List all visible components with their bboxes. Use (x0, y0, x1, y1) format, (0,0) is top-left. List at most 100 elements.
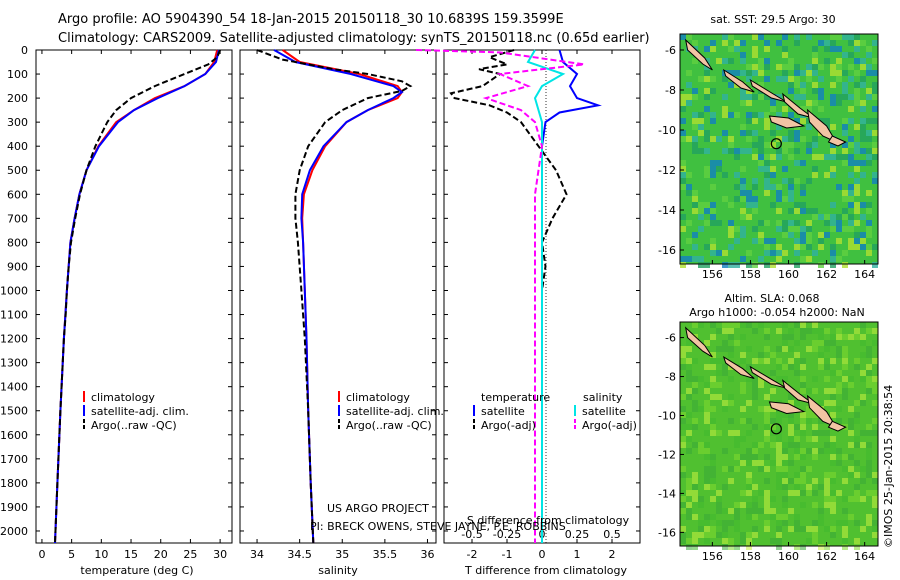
lon-tick-label: 156 (702, 550, 723, 563)
map-cell (794, 424, 800, 430)
map-cell (860, 136, 866, 142)
map-cell (860, 118, 866, 124)
map-cell (794, 118, 800, 124)
map-cell (860, 124, 866, 130)
map-cell (704, 478, 710, 484)
map-cell (740, 382, 746, 388)
map-cell (680, 526, 686, 532)
map-cell (866, 130, 872, 136)
map-cell (854, 100, 860, 106)
lat-tick-label: -6 (665, 332, 676, 345)
map-cell (818, 520, 824, 526)
x-tick-label: 0 (38, 548, 45, 561)
map-cell (854, 88, 860, 94)
map-cell (836, 226, 842, 232)
map-cell (806, 238, 812, 244)
map-cell (800, 412, 806, 418)
map-cell (812, 154, 818, 160)
map-cell (806, 226, 812, 232)
map-cell (752, 514, 758, 520)
map-cell (746, 262, 752, 268)
map-cell (800, 424, 806, 430)
map-cell (710, 382, 716, 388)
s-tick-label: 0.5 (603, 528, 621, 541)
map-cell (722, 532, 728, 538)
map-cell (866, 364, 872, 370)
map-cell (776, 448, 782, 454)
map-cell (740, 226, 746, 232)
map-cell (734, 526, 740, 532)
map-cell (812, 322, 818, 328)
map-cell (854, 178, 860, 184)
map-cell (746, 112, 752, 118)
map-cell (734, 226, 740, 232)
lat-tick-label: -12 (658, 164, 676, 177)
lon-tick-label: 164 (854, 268, 875, 281)
map-cell (860, 40, 866, 46)
map-cell (716, 220, 722, 226)
map-cell (698, 496, 704, 502)
map-cell (704, 454, 710, 460)
map-cell (698, 376, 704, 382)
map-cell (758, 460, 764, 466)
map-cell (848, 52, 854, 58)
map-cell (788, 226, 794, 232)
map-cell (818, 262, 824, 268)
map-cell (746, 76, 752, 82)
map-cell (734, 238, 740, 244)
map-cell (854, 496, 860, 502)
map-cell (686, 358, 692, 364)
map-cell (794, 472, 800, 478)
map-cell (692, 118, 698, 124)
map-cell (710, 250, 716, 256)
map-cell (752, 328, 758, 334)
map-cell (782, 34, 788, 40)
map-cell (752, 46, 758, 52)
map-cell (830, 358, 836, 364)
map-cell (794, 544, 800, 550)
map-cell (680, 100, 686, 106)
x-tick-label: 34.5 (287, 548, 312, 561)
map-cell (686, 514, 692, 520)
map-cell (866, 118, 872, 124)
map-cell (800, 382, 806, 388)
map-cell (860, 106, 866, 112)
map-frame (679, 33, 879, 265)
map-cell (806, 490, 812, 496)
map-cell (848, 382, 854, 388)
map-cell (752, 448, 758, 454)
map-cell (812, 388, 818, 394)
map-cell (866, 520, 872, 526)
map-cell (842, 148, 848, 154)
map-cell (794, 70, 800, 76)
map-cell (728, 520, 734, 526)
map-cell (722, 76, 728, 82)
map-cell (836, 76, 842, 82)
map-cell (848, 136, 854, 142)
x-tick-label: -2 (467, 548, 478, 561)
map-cell (764, 94, 770, 100)
map-cell (752, 532, 758, 538)
map-cell (764, 430, 770, 436)
map-cell (758, 466, 764, 472)
map-cell (752, 196, 758, 202)
map-cell (776, 208, 782, 214)
map-cell (752, 508, 758, 514)
map-cell (716, 58, 722, 64)
map-cell (854, 58, 860, 64)
map-cell (776, 412, 782, 418)
map-cell (860, 82, 866, 88)
map-cell (818, 400, 824, 406)
map-cell (716, 160, 722, 166)
map-cell (842, 544, 848, 550)
map-cell (842, 118, 848, 124)
map-cell (854, 538, 860, 544)
map-cell (824, 220, 830, 226)
legend-t-argo: Argo(-adj) (481, 419, 536, 432)
map-cell (740, 436, 746, 442)
map-cell (788, 418, 794, 424)
map-cell (830, 400, 836, 406)
map-cell (716, 520, 722, 526)
map-cell (734, 466, 740, 472)
map-cell (752, 94, 758, 100)
